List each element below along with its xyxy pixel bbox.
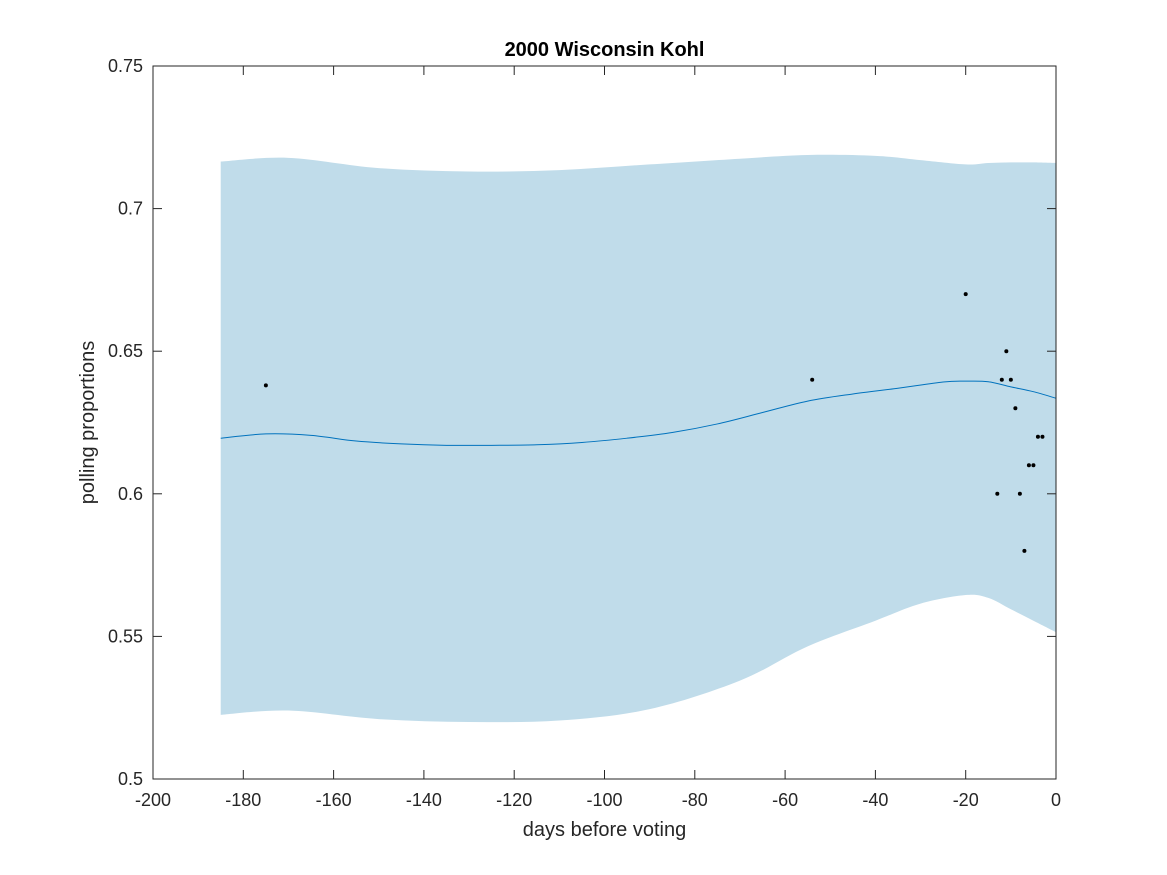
x-axis-label: days before voting bbox=[523, 819, 686, 841]
poll-point bbox=[1035, 434, 1040, 439]
y-tick-label: 0.7 bbox=[118, 199, 143, 219]
x-tick-label: -140 bbox=[406, 790, 442, 810]
poll-point bbox=[1026, 463, 1031, 468]
x-tick-label: -120 bbox=[496, 790, 532, 810]
x-tick-label: -60 bbox=[772, 790, 798, 810]
poll-point bbox=[1008, 377, 1013, 382]
poll-point bbox=[1004, 349, 1009, 354]
y-axis-label: polling proportions bbox=[77, 341, 99, 504]
x-tick-label: -80 bbox=[682, 790, 708, 810]
x-tick-label: 0 bbox=[1051, 790, 1061, 810]
y-tick-label: 0.65 bbox=[108, 341, 143, 361]
x-tick-label: -160 bbox=[316, 790, 352, 810]
poll-point bbox=[999, 377, 1004, 382]
poll-point bbox=[1031, 463, 1036, 468]
trend-line bbox=[220, 380, 1057, 446]
y-tick-label: 0.5 bbox=[118, 769, 143, 789]
y-tick-label: 0.55 bbox=[108, 626, 143, 646]
poll-point bbox=[963, 292, 968, 297]
confidence-band bbox=[220, 154, 1057, 723]
x-tick-label: -40 bbox=[862, 790, 888, 810]
chart-title: 2000 Wisconsin Kohl bbox=[505, 39, 705, 61]
poll-point bbox=[1022, 548, 1027, 553]
x-tick-label: -180 bbox=[225, 790, 261, 810]
poll-point bbox=[1017, 491, 1022, 496]
poll-point bbox=[1040, 434, 1045, 439]
poll-point bbox=[810, 377, 815, 382]
poll-point bbox=[263, 383, 268, 388]
x-tick-label: -100 bbox=[586, 790, 622, 810]
poll-point bbox=[995, 491, 1000, 496]
poll-point bbox=[1013, 406, 1018, 411]
y-tick-label: 0.75 bbox=[108, 56, 143, 76]
x-tick-label: -200 bbox=[135, 790, 171, 810]
x-tick-label: -20 bbox=[953, 790, 979, 810]
y-tick-label: 0.6 bbox=[118, 484, 143, 504]
